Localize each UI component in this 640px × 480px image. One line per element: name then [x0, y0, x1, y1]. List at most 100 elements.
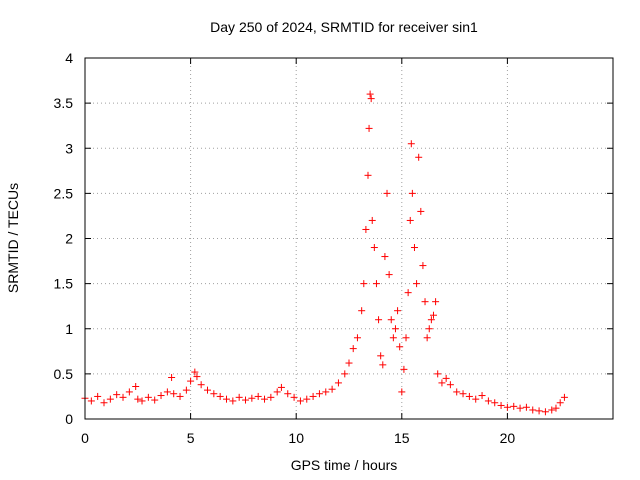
data-point [387, 316, 395, 324]
x-tick-label: 15 [394, 430, 410, 446]
data-point [453, 388, 461, 396]
y-tick-label: 3 [65, 140, 73, 156]
data-point [87, 397, 95, 405]
data-point [151, 396, 159, 404]
data-point [309, 392, 317, 400]
data-point [377, 352, 385, 360]
data-point [134, 395, 142, 403]
data-point [413, 280, 421, 288]
data-point [358, 307, 366, 315]
data-point [125, 388, 133, 396]
data-point [182, 386, 190, 394]
data-point [510, 402, 518, 410]
data-point [210, 390, 218, 398]
data-point [366, 90, 374, 98]
data-point [187, 377, 195, 385]
data-point [497, 401, 505, 409]
points-layer [81, 90, 568, 416]
data-point [163, 388, 171, 396]
data-point [367, 95, 375, 103]
data-point [383, 189, 391, 197]
data-point [394, 307, 402, 315]
data-point [429, 311, 437, 319]
data-point [284, 390, 292, 398]
y-tick-label: 4 [65, 50, 73, 66]
data-point [516, 404, 524, 412]
data-point [438, 379, 446, 387]
data-point [432, 298, 440, 306]
data-point [100, 399, 108, 407]
data-point [410, 244, 418, 252]
data-point [425, 325, 433, 333]
data-point [402, 334, 410, 342]
data-point [529, 406, 537, 414]
data-point [446, 381, 454, 389]
data-point [484, 397, 492, 405]
y-tick-label: 1 [65, 321, 73, 337]
y-tick-label: 2.5 [54, 185, 74, 201]
y-tick-label: 0.5 [54, 366, 74, 382]
data-point [193, 373, 201, 381]
x-tick-label: 20 [500, 430, 516, 446]
data-point [168, 373, 176, 381]
data-point [106, 395, 114, 403]
grid-layer [85, 58, 613, 419]
data-point [216, 392, 224, 400]
y-tick-label: 1.5 [54, 276, 74, 292]
data-point [223, 395, 231, 403]
data-point [345, 359, 353, 367]
data-point [535, 407, 543, 415]
data-point [191, 368, 199, 376]
data-point [427, 316, 435, 324]
data-point [315, 390, 323, 398]
data-point [522, 403, 530, 411]
x-tick-label: 5 [187, 430, 195, 446]
data-point [419, 262, 427, 270]
data-point [398, 388, 406, 396]
data-point [442, 374, 450, 382]
data-point [417, 207, 425, 215]
data-point [385, 271, 393, 279]
data-point [254, 392, 262, 400]
data-point [203, 386, 211, 394]
data-point [372, 280, 380, 288]
data-point [548, 406, 556, 414]
data-point [353, 334, 361, 342]
data-point [478, 392, 486, 400]
data-point [242, 396, 250, 404]
data-point [322, 388, 330, 396]
data-point [248, 394, 256, 402]
data-point [459, 390, 467, 398]
x-tick-label: 10 [288, 430, 304, 446]
chart-title: Day 250 of 2024, SRMTID for receiver sin… [210, 19, 478, 35]
y-tick-label: 0 [65, 411, 73, 427]
data-point [176, 392, 184, 400]
ticks-layer [84, 57, 613, 420]
data-point [368, 216, 376, 224]
data-point [157, 392, 165, 400]
data-point [303, 395, 311, 403]
y-axis-label: SRMTID / TECUs [5, 183, 21, 293]
data-point [541, 408, 549, 416]
data-point [362, 225, 370, 233]
data-point [144, 393, 152, 401]
data-point [261, 395, 269, 403]
data-point [277, 383, 285, 391]
data-point [119, 393, 127, 401]
x-axis-label: GPS time / hours [291, 457, 398, 473]
data-point [132, 383, 140, 391]
data-point [229, 397, 237, 405]
data-point [423, 334, 431, 342]
x-tick-label: 0 [81, 430, 89, 446]
data-point [341, 370, 349, 378]
y-tick-labels: 0 0.5 1 1.5 2 2.5 3 3.5 4 [54, 50, 74, 427]
data-point [349, 345, 357, 353]
data-point [421, 298, 429, 306]
data-point [290, 393, 298, 401]
data-point [375, 316, 383, 324]
data-point [415, 153, 423, 161]
data-point [370, 244, 378, 252]
data-point [389, 334, 397, 342]
data-point [391, 325, 399, 333]
